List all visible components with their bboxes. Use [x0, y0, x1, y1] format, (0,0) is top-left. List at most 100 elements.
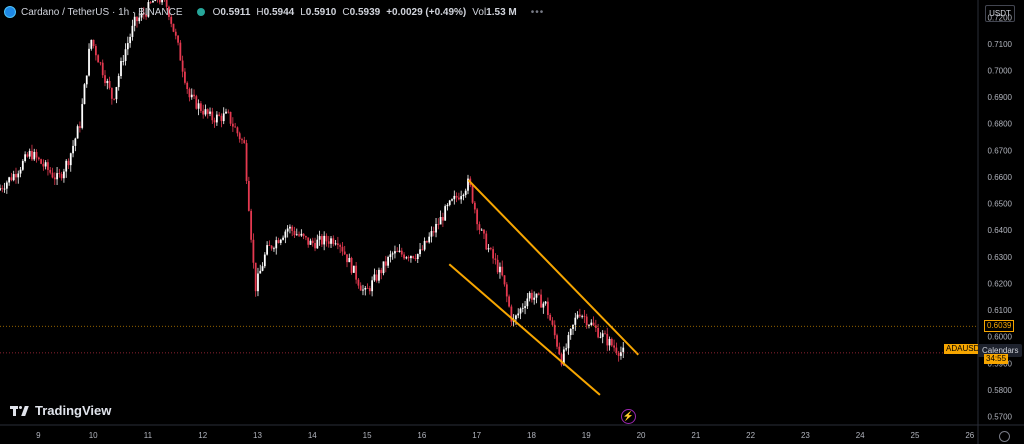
- candle-body: [558, 346, 561, 355]
- candle-body: [428, 236, 431, 243]
- candle-body: [136, 16, 138, 22]
- currency-button[interactable]: USDT: [985, 5, 1015, 22]
- candle-body: [47, 162, 49, 170]
- candle-body: [499, 266, 501, 273]
- candle-body: [325, 235, 328, 242]
- candle-body: [252, 239, 255, 263]
- x-tick-label: 13: [253, 431, 262, 440]
- candle-body: [241, 139, 243, 141]
- candle-body: [291, 226, 294, 231]
- candle-body: [69, 153, 72, 166]
- symbol-header: Cardano / TetherUS · 1h · BINANCE O 0.59…: [4, 3, 544, 21]
- candle-body: [295, 234, 298, 236]
- open-value: 0.5911: [220, 6, 251, 18]
- candle-body: [168, 6, 170, 17]
- candle-body: [181, 60, 184, 72]
- candle-body: [546, 301, 549, 315]
- candle-body: [147, 2, 150, 17]
- candle-body: [489, 248, 492, 250]
- candle-body: [142, 12, 145, 15]
- y-tick-label: 0.6100: [988, 306, 1013, 315]
- y-tick-label: 0.6900: [988, 93, 1013, 102]
- candle-body: [213, 120, 216, 123]
- candle-body: [300, 233, 303, 236]
- candle-body: [341, 246, 344, 252]
- candle-body: [444, 206, 447, 221]
- candle-body: [277, 240, 280, 243]
- candle-body: [197, 103, 200, 109]
- candle-body: [451, 199, 453, 201]
- level-price-label: 0.6039: [984, 320, 1015, 332]
- candle-body: [245, 143, 248, 181]
- candle-body: [462, 194, 465, 197]
- candle-body: [309, 240, 312, 245]
- more-icon[interactable]: •••: [530, 6, 545, 18]
- candle-body: [421, 249, 424, 251]
- volume-label: Vol: [472, 6, 487, 18]
- candle-body: [120, 61, 122, 77]
- candle-body: [140, 12, 143, 18]
- candle-body: [476, 209, 479, 225]
- candle-body: [517, 313, 520, 316]
- candle-body: [382, 261, 385, 274]
- candle-body: [398, 250, 401, 252]
- candle-body: [35, 151, 38, 158]
- flash-icon[interactable]: ⚡: [621, 409, 636, 424]
- candle-body: [496, 259, 499, 273]
- candle-body: [254, 262, 257, 292]
- candle-body: [268, 245, 271, 246]
- candle-body: [90, 39, 93, 49]
- candle-body: [387, 257, 389, 266]
- change-value: +0.0029 (+0.49%): [386, 6, 467, 18]
- countdown-label: 34:55: [984, 354, 1009, 364]
- candle-body: [101, 62, 104, 76]
- candle-body: [350, 257, 353, 273]
- symbol-title[interactable]: Cardano / TetherUS · 1h · BINANCE: [21, 6, 183, 18]
- candle-body: [44, 162, 47, 167]
- y-tick-label: 0.6000: [988, 333, 1013, 342]
- candle-body: [3, 188, 6, 190]
- candle-body: [384, 261, 387, 266]
- candle-body: [569, 328, 572, 336]
- x-tick-label: 15: [363, 431, 372, 440]
- candle-body: [28, 150, 31, 157]
- candle-body: [437, 223, 440, 225]
- candle-body: [190, 94, 193, 98]
- candle-body: [279, 239, 282, 243]
- candle-body: [259, 270, 262, 274]
- candle-body: [501, 266, 504, 276]
- candle-body: [37, 157, 40, 160]
- calendars-button[interactable]: Calendars: [978, 344, 1023, 357]
- candle-body: [222, 113, 225, 122]
- candle-body: [515, 315, 517, 320]
- low-value: 0.5910: [305, 6, 337, 18]
- candle-body: [33, 151, 36, 160]
- candle-body: [320, 236, 323, 245]
- candle-body: [537, 293, 540, 295]
- candle-body: [601, 333, 604, 337]
- candle-body: [551, 320, 554, 325]
- candle-body: [610, 338, 613, 346]
- candle-body: [58, 173, 61, 175]
- candle-body: [380, 269, 383, 274]
- settings-icon[interactable]: [999, 431, 1010, 442]
- candle-body: [145, 14, 148, 17]
- candle-body: [473, 202, 476, 210]
- y-tick-label: 0.6300: [988, 253, 1013, 262]
- candle-body: [204, 109, 207, 115]
- candle-body: [231, 123, 234, 127]
- candle-body: [316, 239, 319, 249]
- candle-body: [567, 335, 570, 349]
- candle-body: [613, 345, 616, 348]
- ticker-label: ADAUSD: [944, 344, 978, 354]
- candle-body: [339, 245, 342, 247]
- candle-body: [332, 238, 335, 244]
- candle-body: [12, 174, 15, 181]
- candle-body: [21, 161, 24, 170]
- candle-body: [480, 229, 483, 231]
- candle-body: [247, 180, 250, 211]
- tradingview-logo-icon: [10, 405, 30, 416]
- candle-body: [8, 177, 11, 183]
- candle-body: [40, 159, 42, 164]
